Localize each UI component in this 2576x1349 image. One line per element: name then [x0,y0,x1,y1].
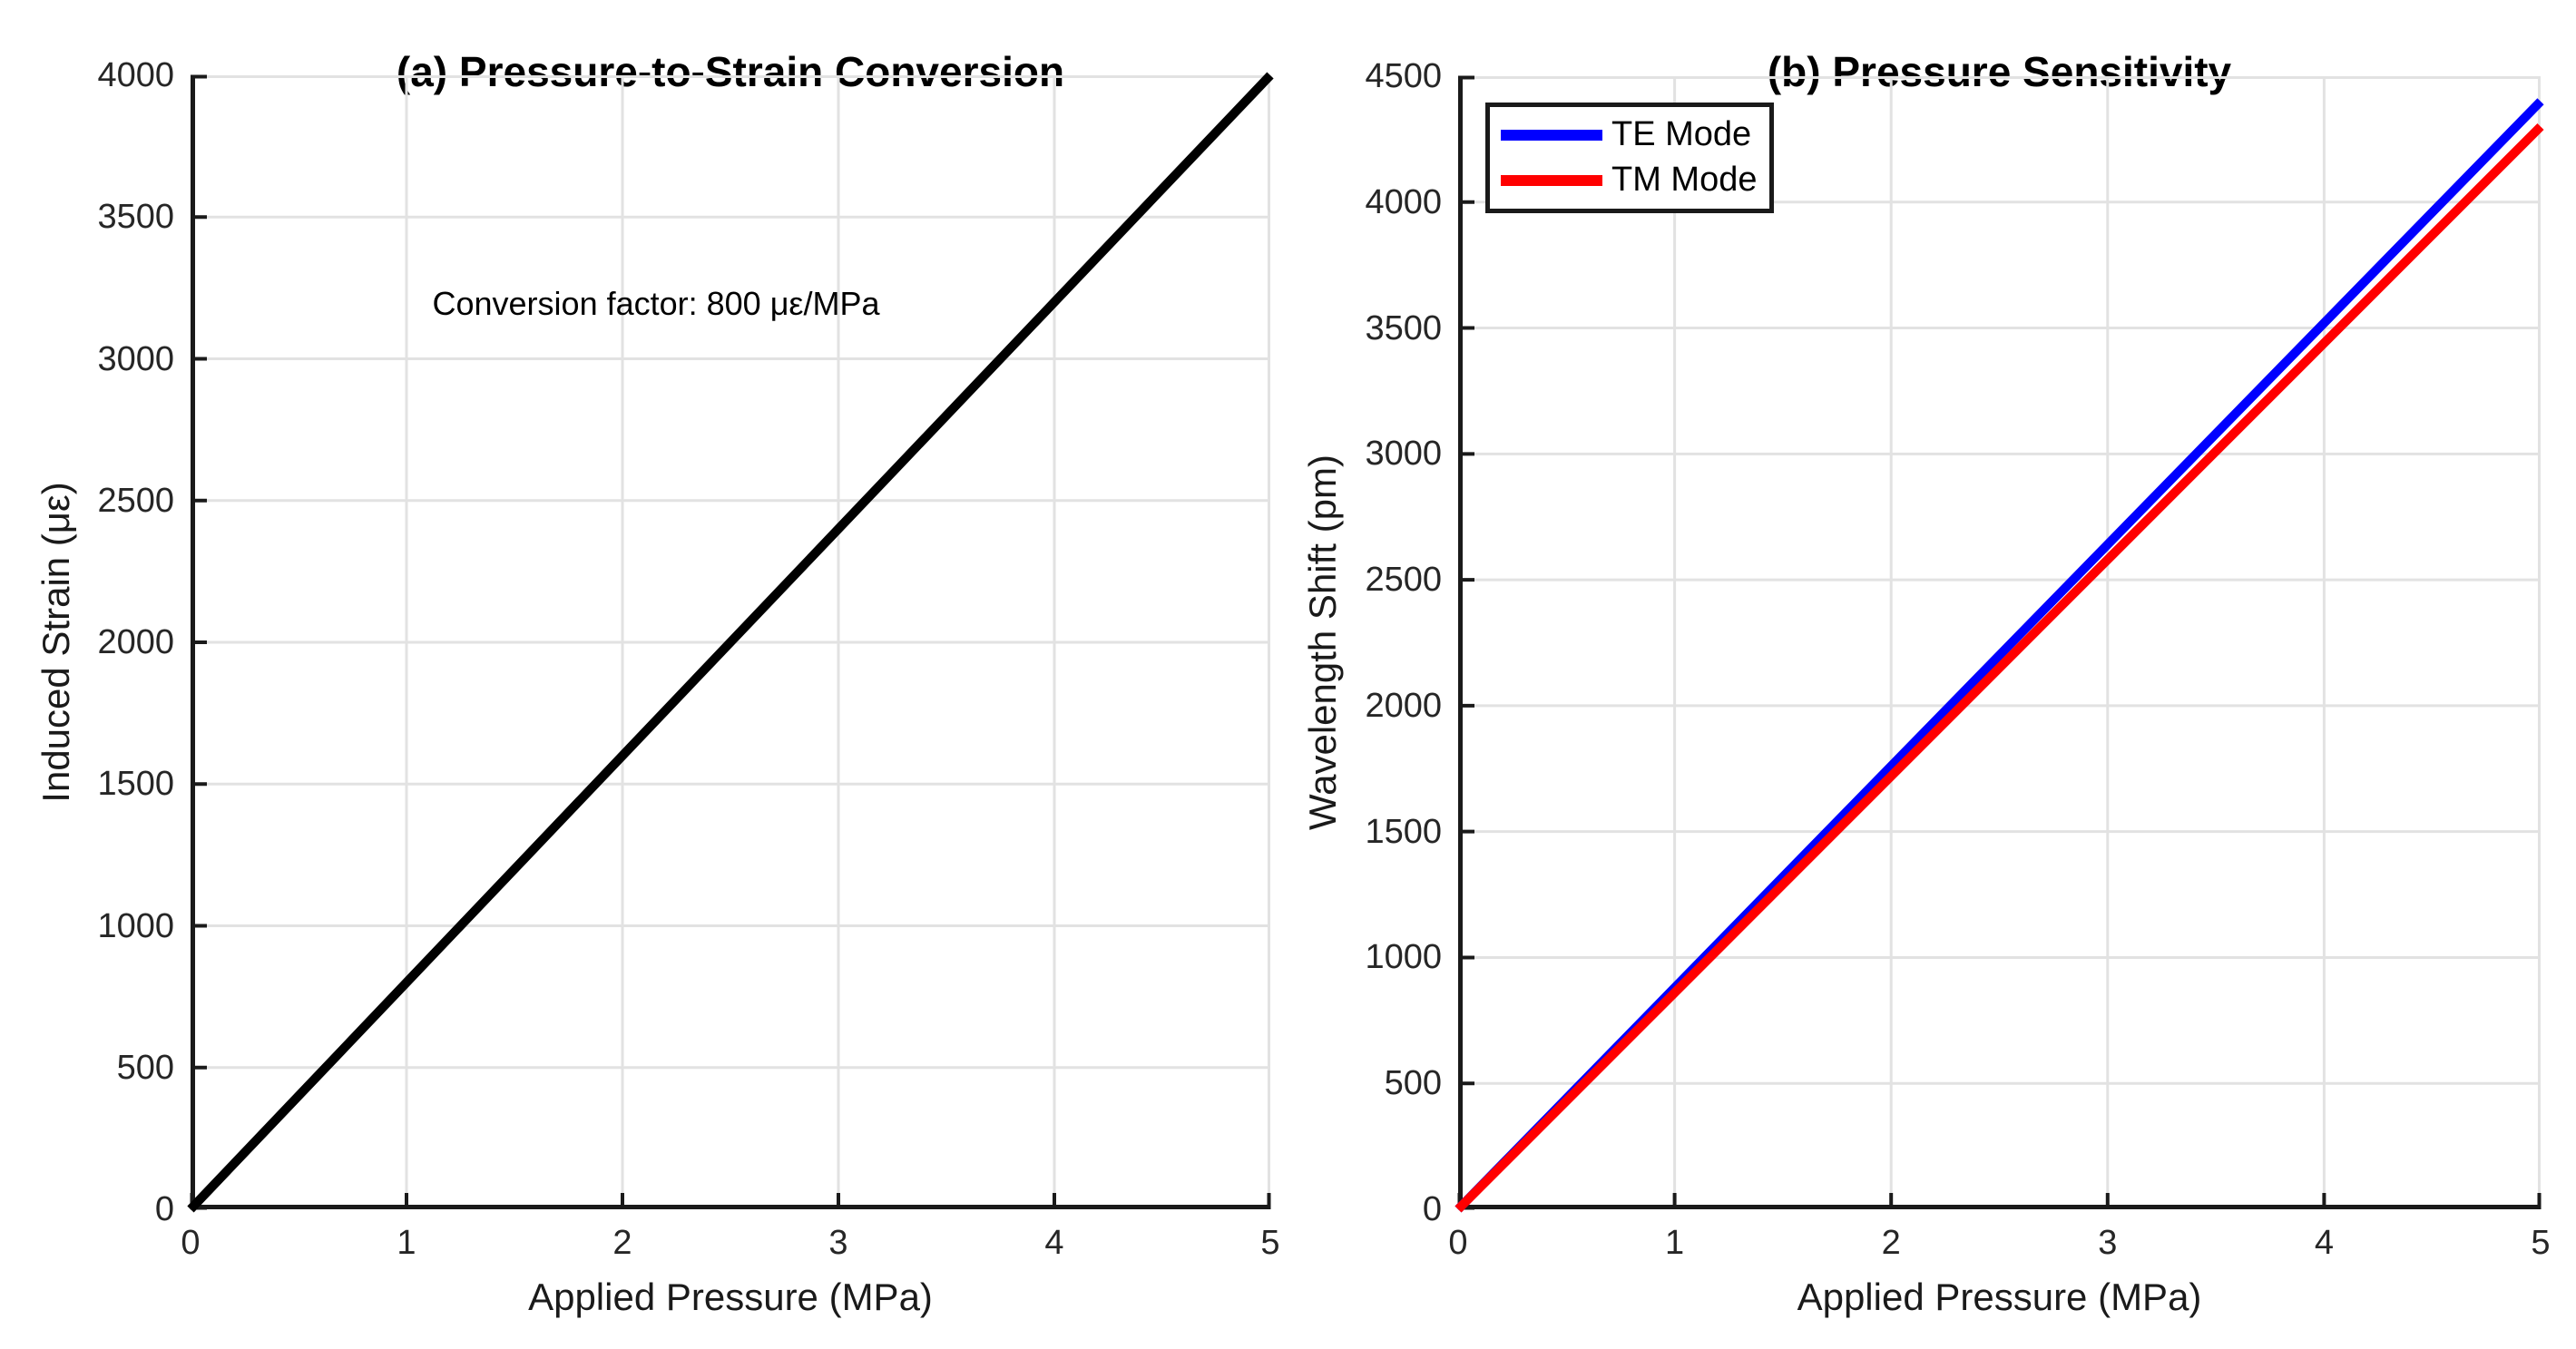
pressure-sensitivity-svg [1455,75,2544,1213]
y-tick-label: 3000 [97,339,174,378]
x-tick-label: 1 [397,1224,416,1262]
x-tick-label: 5 [1260,1224,1280,1262]
legend-item-tm-mode: TM Mode [1501,161,1757,200]
y-tick-label: 0 [154,1190,174,1228]
x-tick-label: 3 [828,1224,848,1262]
panel-b-title: (b) Pressure Sensitivity [1767,48,2232,96]
y-tick-label: 0 [1422,1190,1442,1228]
y-tick-label: 2000 [97,623,174,661]
x-tick-label: 1 [1665,1224,1685,1262]
x-tick-label: 4 [1044,1224,1064,1262]
legend-item-te-mode: TE Mode [1501,115,1757,154]
y-tick-label: 3500 [97,198,174,237]
tm-mode-line-swatch [1501,174,1602,186]
y-tick-label: 1000 [97,906,174,945]
y-tick-label: 4500 [1365,57,1442,95]
panel-a-plot-area: Conversion factor: 800 με/MPa [187,72,1274,1213]
y-tick-label: 500 [116,1048,174,1087]
x-tick-label: 0 [1448,1224,1468,1262]
y-tick-label: 1500 [97,765,174,804]
legend-label-te-mode: TE Mode [1611,115,1752,153]
series-line-tm-mode [1455,122,2544,1213]
panel-b-x-axis-label: Applied Pressure (MPa) [1797,1276,2202,1318]
x-tick-label: 2 [612,1224,632,1262]
x-tick-label: 2 [1881,1224,1901,1262]
panel-a-title: (a) Pressure-to-Strain Conversion [396,48,1065,96]
x-tick-label: 3 [2098,1224,2118,1262]
y-tick-label: 2500 [1365,561,1442,600]
series-line-induced-strain [187,72,1274,1213]
y-tick-label: 1500 [1365,812,1442,851]
y-tick-label: 4000 [1365,182,1442,221]
panel-b-y-axis-label: Wavelength Shift (pm) [1301,455,1344,830]
legend: TE Mode TM Mode [1485,103,1775,213]
y-tick-label: 1000 [1365,938,1442,977]
y-tick-label: 4000 [97,56,174,94]
conversion-factor-annotation: Conversion factor: 800 με/MPa [432,285,880,322]
x-tick-label: 5 [2531,1224,2551,1262]
y-tick-label: 2000 [1365,686,1442,725]
legend-label-tm-mode: TM Mode [1611,160,1758,199]
x-tick-label: 0 [181,1224,201,1262]
panel-b-plot-area: TE Mode TM Mode [1455,75,2544,1213]
y-tick-label: 3500 [1365,308,1442,347]
panel-a-x-axis-label: Applied Pressure (MPa) [528,1276,933,1318]
y-tick-label: 2500 [97,481,174,520]
pressure-to-strain-svg [187,72,1274,1213]
te-mode-line-swatch [1501,129,1602,141]
y-tick-label: 500 [1384,1064,1442,1103]
x-tick-label: 4 [2314,1224,2334,1262]
y-tick-label: 3000 [1365,435,1442,474]
